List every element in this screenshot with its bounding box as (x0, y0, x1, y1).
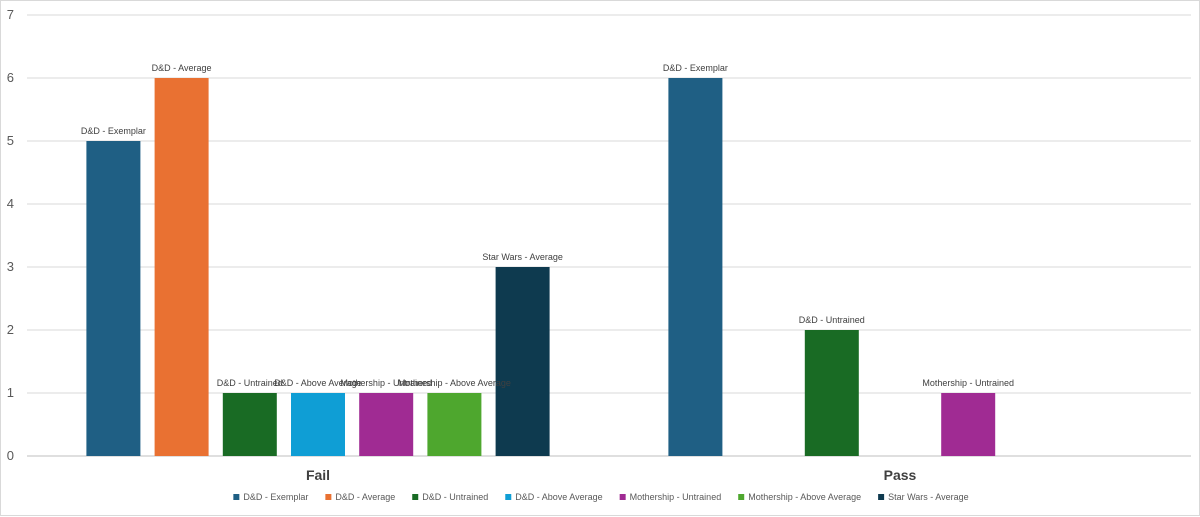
data-label: Mothership - Above Average (398, 378, 511, 388)
data-label: D&D - Exemplar (663, 63, 728, 73)
bar-fail-star-wars-average (495, 267, 550, 456)
legend-swatch (325, 494, 332, 500)
bar-fail-dandd-untrained (222, 393, 277, 456)
legend-label: D&D - Above Average (515, 492, 602, 502)
y-tick-label: 5 (7, 133, 14, 148)
legend-label: Star Wars - Average (888, 492, 969, 502)
data-label: D&D - Above Average (274, 378, 361, 388)
data-label: Mothership - Untrained (340, 378, 432, 388)
legend-item-star-wars-average: Star Wars - Average (878, 492, 969, 502)
data-label: D&D - Untrained (217, 378, 283, 388)
legend-item-dandd-untrained: D&D - Untrained (412, 492, 488, 502)
data-labels: D&D - Exemplar D&D - Average D&D - Untrain… (81, 63, 1014, 388)
legend-label: Mothership - Above Average (748, 492, 861, 502)
bars (86, 78, 996, 456)
bar-fail-mothership-untrained (359, 393, 414, 456)
y-tick-label: 7 (7, 7, 14, 22)
y-axis-ticks: 0 1 2 3 4 5 6 7 (7, 7, 14, 463)
category-label-fail: Fail (306, 467, 330, 483)
y-tick-label: 0 (7, 448, 14, 463)
bar-fail-dandd-above-average (291, 393, 345, 456)
legend-swatch (412, 494, 419, 500)
legend-swatch (505, 494, 512, 500)
legend-swatch (233, 494, 240, 500)
bar-pass-dandd-exemplar (668, 78, 723, 456)
y-tick-label: 6 (7, 70, 14, 85)
data-label: D&D - Exemplar (81, 126, 146, 136)
legend-swatch (738, 494, 745, 500)
y-tick-label: 2 (7, 322, 14, 337)
legend-label: D&D - Untrained (422, 492, 488, 502)
bar-fail-dandd-average (154, 78, 209, 456)
legend-swatch (619, 494, 626, 500)
data-label: Star Wars - Average (482, 252, 563, 262)
legend-item-dandd-exemplar: D&D - Exemplar (233, 492, 308, 502)
data-label: D&D - Average (152, 63, 212, 73)
legend-item-mothership-above-average: Mothership - Above Average (738, 492, 861, 502)
y-tick-label: 1 (7, 385, 14, 400)
bar-pass-dandd-untrained (804, 330, 859, 456)
legend-swatch (878, 494, 885, 500)
y-tick-label: 4 (7, 196, 14, 211)
legend-label: Mothership - Untrained (630, 492, 722, 502)
y-tick-label: 3 (7, 259, 14, 274)
category-label-pass: Pass (884, 467, 917, 483)
legend-label: D&D - Exemplar (243, 492, 308, 502)
legend-label: D&D - Average (335, 492, 395, 502)
bar-pass-mothership-untrained (941, 393, 996, 456)
data-label: D&D - Untrained (799, 315, 865, 325)
legend-item-dandd-average: D&D - Average (325, 492, 395, 502)
data-label: Mothership - Untrained (922, 378, 1014, 388)
legend: D&D - Exemplar D&D - Average D&D - Untrain… (233, 492, 969, 502)
legend-item-mothership-untrained: Mothership - Untrained (619, 492, 722, 502)
x-axis-categories: Fail Pass (306, 467, 917, 483)
gridlines (27, 14, 1191, 457)
bar-fail-mothership-above-average (427, 393, 482, 456)
bar-fail-dandd-exemplar (86, 141, 141, 456)
legend-item-dandd-above-average: D&D - Above Average (505, 492, 603, 502)
